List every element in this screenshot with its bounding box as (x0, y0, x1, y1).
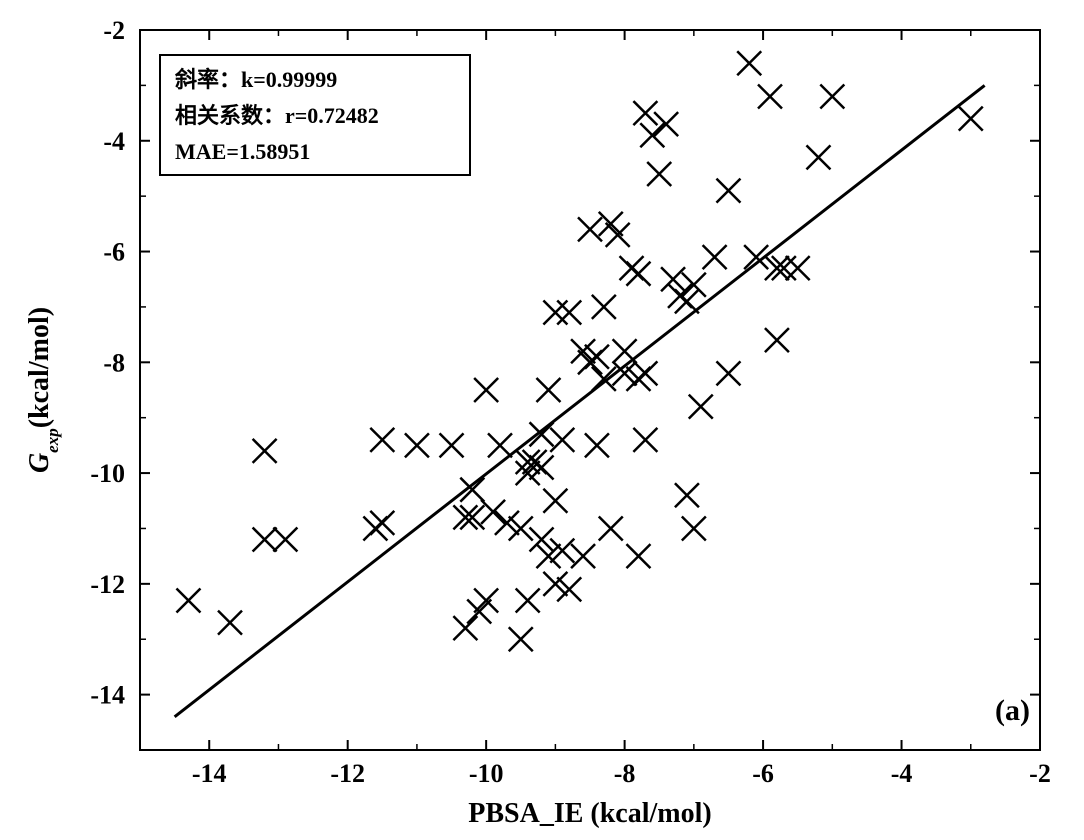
svg-text:-2: -2 (1029, 759, 1051, 788)
svg-text:-10: -10 (90, 459, 125, 488)
svg-text:-8: -8 (103, 348, 125, 377)
svg-text:相关系数：r=0.72482: 相关系数：r=0.72482 (175, 103, 379, 128)
svg-text:(a): (a) (995, 694, 1030, 727)
svg-text:Gexp(kcal/mol): Gexp(kcal/mol) (24, 307, 62, 473)
svg-text:-12: -12 (90, 570, 125, 599)
svg-text:-4: -4 (103, 127, 125, 156)
svg-text:斜率：k=0.99999: 斜率：k=0.99999 (174, 67, 337, 92)
svg-text:-8: -8 (614, 759, 636, 788)
scatter-chart-panel: -14 -12 -10 -8 -6 -4 -2 -14 -12 -10 -8 -6 -4 -2 PBSA_I… (0, 0, 1084, 840)
chart-svg: -14 -12 -10 -8 -6 -4 -2 -14 -12 -10 -8 -6 -4 -2 PBSA_I… (0, 0, 1084, 840)
svg-text:-6: -6 (103, 238, 125, 267)
svg-text:-4: -4 (891, 759, 913, 788)
svg-text:-6: -6 (752, 759, 774, 788)
svg-text:-2: -2 (103, 16, 125, 45)
svg-text:MAE=1.58951: MAE=1.58951 (175, 139, 310, 164)
svg-text:-10: -10 (469, 759, 504, 788)
svg-text:-14: -14 (192, 759, 227, 788)
svg-text:PBSA_IE (kcal/mol): PBSA_IE (kcal/mol) (468, 798, 711, 829)
svg-text:-12: -12 (330, 759, 365, 788)
svg-text:-14: -14 (90, 681, 125, 710)
